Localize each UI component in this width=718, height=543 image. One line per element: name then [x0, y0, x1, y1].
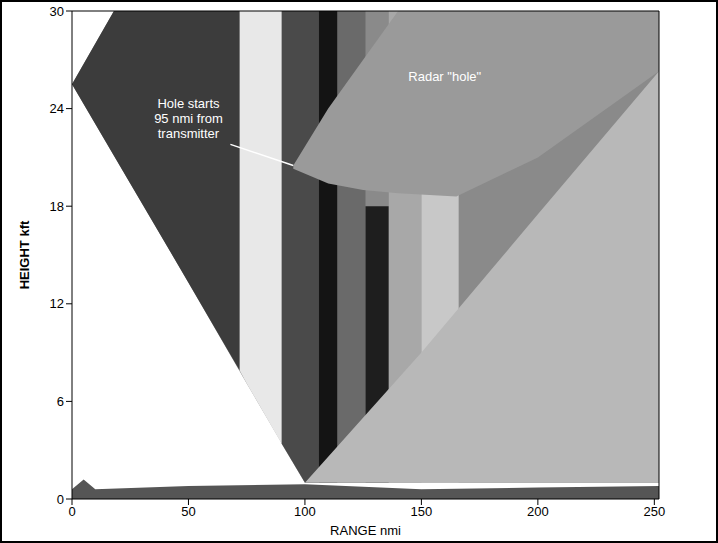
svg-text:6: 6 — [57, 394, 64, 409]
svg-text:Hole starts95 nmi fromtransmit: Hole starts95 nmi fromtransmitter — [154, 96, 223, 141]
svg-text:Radar "hole": Radar "hole" — [408, 69, 481, 84]
svg-text:RANGE nmi: RANGE nmi — [330, 523, 401, 538]
svg-text:250: 250 — [643, 504, 665, 519]
svg-text:100: 100 — [294, 504, 316, 519]
svg-text:24: 24 — [50, 101, 64, 116]
svg-text:50: 50 — [181, 504, 195, 519]
svg-text:12: 12 — [50, 296, 64, 311]
svg-text:200: 200 — [527, 504, 549, 519]
svg-text:0: 0 — [68, 504, 75, 519]
svg-text:150: 150 — [411, 504, 433, 519]
svg-text:18: 18 — [50, 199, 64, 214]
svg-text:HEIGHT kft: HEIGHT kft — [17, 220, 32, 289]
svg-text:0: 0 — [57, 492, 64, 507]
svg-text:30: 30 — [50, 4, 64, 19]
